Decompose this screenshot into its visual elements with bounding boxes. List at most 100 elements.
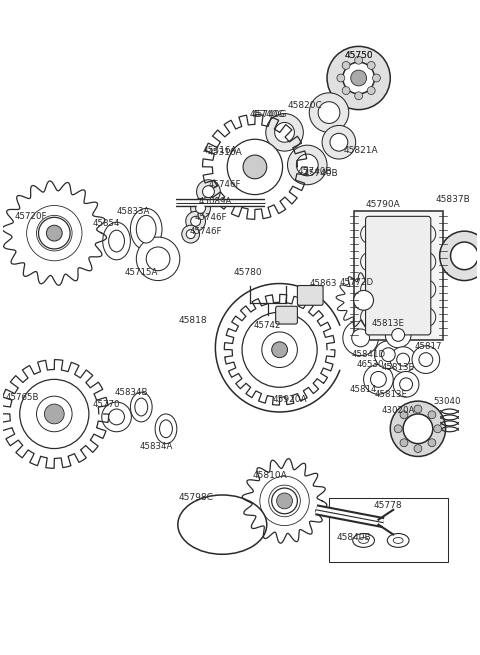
- Circle shape: [394, 425, 402, 433]
- Circle shape: [146, 247, 170, 271]
- Circle shape: [400, 378, 412, 391]
- Text: 45316A: 45316A: [203, 145, 238, 155]
- Ellipse shape: [178, 495, 267, 554]
- Circle shape: [363, 365, 393, 394]
- Circle shape: [367, 86, 375, 94]
- Text: 45750: 45750: [344, 51, 373, 60]
- Circle shape: [352, 329, 370, 346]
- Text: 45814: 45814: [350, 384, 377, 394]
- Ellipse shape: [131, 208, 162, 250]
- Text: 45746F: 45746F: [194, 213, 227, 222]
- Circle shape: [272, 342, 288, 358]
- Circle shape: [367, 62, 375, 69]
- Circle shape: [108, 409, 124, 425]
- Text: 45834A: 45834A: [139, 442, 173, 451]
- Circle shape: [227, 140, 283, 195]
- Circle shape: [197, 179, 220, 204]
- Circle shape: [38, 217, 70, 249]
- Ellipse shape: [131, 392, 152, 422]
- Ellipse shape: [41, 404, 67, 424]
- Polygon shape: [336, 273, 391, 328]
- Circle shape: [419, 352, 433, 367]
- Circle shape: [330, 134, 348, 151]
- Text: 45810A: 45810A: [252, 471, 287, 479]
- Ellipse shape: [103, 222, 131, 260]
- Ellipse shape: [359, 538, 369, 544]
- Circle shape: [182, 225, 200, 243]
- Text: 45834B: 45834B: [115, 388, 148, 397]
- Circle shape: [342, 62, 350, 69]
- Text: 45920A: 45920A: [272, 395, 307, 403]
- Text: 45720F: 45720F: [14, 212, 47, 221]
- Circle shape: [390, 346, 416, 373]
- Circle shape: [250, 320, 309, 379]
- Circle shape: [262, 332, 298, 367]
- Circle shape: [342, 86, 350, 94]
- Circle shape: [371, 371, 386, 387]
- Text: 46530: 46530: [357, 360, 384, 369]
- Circle shape: [434, 425, 442, 433]
- Circle shape: [372, 74, 380, 82]
- Text: 45813E: 45813E: [372, 318, 405, 328]
- Text: 45798C: 45798C: [178, 493, 213, 502]
- Ellipse shape: [136, 215, 156, 243]
- Circle shape: [45, 404, 64, 424]
- Circle shape: [396, 353, 409, 366]
- Text: 45740B: 45740B: [298, 168, 333, 176]
- Circle shape: [440, 231, 480, 280]
- FancyBboxPatch shape: [366, 216, 431, 335]
- Ellipse shape: [159, 420, 172, 438]
- Circle shape: [343, 62, 374, 94]
- Circle shape: [322, 125, 356, 159]
- Circle shape: [343, 320, 378, 356]
- Circle shape: [390, 401, 445, 457]
- Ellipse shape: [155, 414, 177, 443]
- Bar: [329, 498, 447, 562]
- Text: 45740G: 45740G: [252, 110, 288, 119]
- Text: 45740B: 45740B: [304, 170, 338, 178]
- Circle shape: [403, 414, 433, 443]
- Ellipse shape: [393, 538, 403, 544]
- Circle shape: [355, 92, 362, 100]
- Ellipse shape: [108, 230, 124, 252]
- Circle shape: [102, 402, 132, 432]
- Text: 45820C: 45820C: [288, 101, 323, 110]
- Text: 45833A: 45833A: [117, 207, 150, 216]
- Text: 45770: 45770: [93, 400, 120, 409]
- Circle shape: [296, 154, 318, 176]
- Text: 45821A: 45821A: [343, 145, 378, 155]
- Circle shape: [242, 312, 317, 387]
- Circle shape: [36, 215, 72, 251]
- Circle shape: [243, 155, 267, 179]
- Circle shape: [186, 212, 205, 231]
- Circle shape: [309, 93, 349, 132]
- Circle shape: [400, 439, 408, 447]
- Circle shape: [451, 242, 478, 270]
- Text: 53040: 53040: [434, 397, 461, 405]
- Circle shape: [392, 329, 405, 341]
- Circle shape: [260, 476, 309, 525]
- Text: 45837B: 45837B: [435, 195, 470, 204]
- Circle shape: [351, 70, 367, 86]
- Polygon shape: [2, 181, 107, 286]
- Circle shape: [355, 56, 362, 64]
- Circle shape: [203, 186, 215, 198]
- Circle shape: [337, 74, 345, 82]
- Circle shape: [276, 493, 292, 509]
- Circle shape: [27, 386, 82, 441]
- Circle shape: [186, 230, 195, 238]
- Ellipse shape: [353, 534, 374, 548]
- Circle shape: [269, 485, 300, 517]
- Circle shape: [374, 341, 402, 369]
- Ellipse shape: [387, 534, 409, 548]
- Circle shape: [191, 216, 201, 226]
- Ellipse shape: [135, 398, 148, 416]
- Text: 45316A: 45316A: [208, 147, 242, 157]
- Text: 45742: 45742: [254, 320, 281, 329]
- Text: 45813E: 45813E: [382, 363, 415, 372]
- Text: 45089A: 45089A: [199, 197, 232, 206]
- Text: 45772D: 45772D: [340, 278, 374, 287]
- Text: 45813E: 45813E: [375, 390, 408, 399]
- FancyBboxPatch shape: [276, 307, 298, 324]
- Circle shape: [288, 145, 327, 185]
